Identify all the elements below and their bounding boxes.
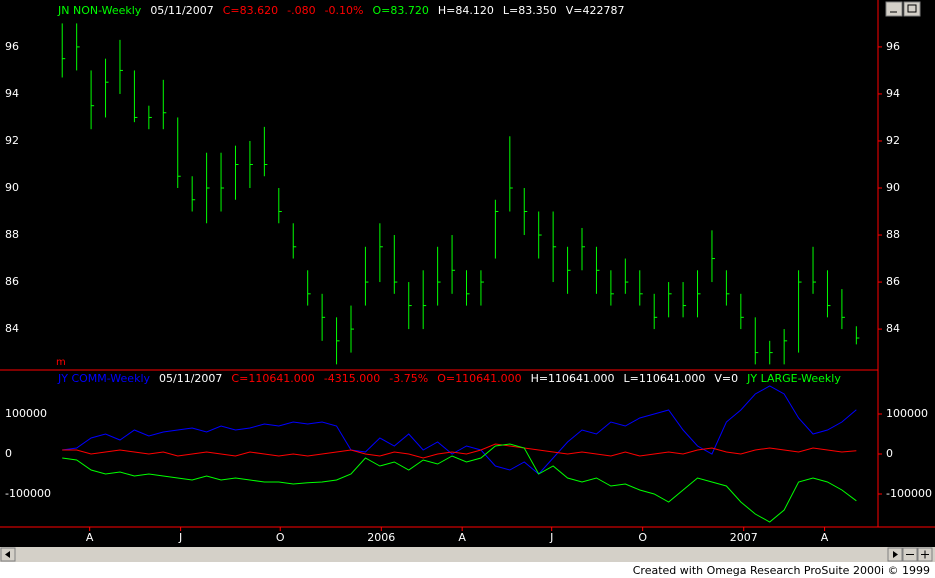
y-tick-label-right: 92 [886,134,900,147]
y-tick-label-left: 90 [5,181,19,194]
y-tick-label-right: 0 [886,447,893,460]
y-tick-label-right: 100000 [886,407,928,420]
header-text: JY LARGE-Weekly [746,372,841,385]
y-tick-label-right: 90 [886,181,900,194]
restore-button[interactable] [903,1,921,17]
x-tick-label: A [821,531,829,544]
y-tick-label-right: 94 [886,87,900,100]
y-tick-label-right: 84 [886,322,900,335]
y-tick-label-right: 88 [886,228,900,241]
x-tick-label: O [276,531,285,544]
y-tick-label-left: 92 [5,134,19,147]
header-text: -.080 [287,4,315,17]
footer: Created with Omega Research ProSuite 200… [633,564,930,577]
series-line [62,385,857,475]
series-line [62,443,857,459]
scroll-track[interactable] [0,547,935,562]
x-tick-label: A [458,531,466,544]
y-tick-label-right: -100000 [886,487,932,500]
x-tick-label: 2006 [367,531,395,544]
scroll-left-icon [5,551,10,558]
header-text: H=84.120 [438,4,494,17]
header-text: JY COMM-Weekly [57,372,150,385]
scroll-right-icon [893,551,898,558]
header-text: C=110641.000 [231,372,314,385]
header-text: V=422787 [566,4,625,17]
y-tick-label-left: 0 [5,447,12,460]
y-tick-label-left: -100000 [5,487,51,500]
series-line [62,443,857,523]
y-tick-label-right: 96 [886,40,900,53]
y-tick-label-left: 88 [5,228,19,241]
header-text: L=83.350 [503,4,557,17]
x-tick-label: J [178,531,182,544]
header-text: O=110641.000 [437,372,521,385]
header-text: JN NON-Weekly [57,4,142,17]
minimize-button[interactable] [885,1,903,17]
x-tick-label: O [638,531,647,544]
header-text: 05/11/2007 [159,372,222,385]
x-tick-label: 2007 [730,531,758,544]
header-text: C=83.620 [223,4,278,17]
y-tick-label-left: 96 [5,40,19,53]
x-tick-label: A [86,531,94,544]
x-tick-label: J [549,531,553,544]
header-text: 05/11/2007 [150,4,213,17]
header-text: L=110641.000 [624,372,706,385]
footer-bar [0,562,935,578]
y-tick-label-left: 94 [5,87,19,100]
header-text: O=83.720 [373,4,429,17]
header-text: -3.75% [389,372,428,385]
y-tick-label-left: 84 [5,322,19,335]
header-text: -4315.000 [324,372,380,385]
window-buttons [885,1,921,17]
zoom-in-icon [921,550,929,559]
marker-text: m [56,357,66,368]
header-text: H=110641.000 [531,372,615,385]
scrollbar [0,547,935,562]
restore-icon [907,4,917,13]
y-tick-label-left: 86 [5,275,19,288]
header-text: V=0 [714,372,738,385]
y-tick-label-left: 100000 [5,407,47,420]
header-text: -0.10% [325,4,364,17]
y-tick-label-right: 86 [886,275,900,288]
